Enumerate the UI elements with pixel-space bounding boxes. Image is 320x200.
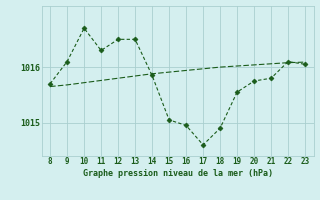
X-axis label: Graphe pression niveau de la mer (hPa): Graphe pression niveau de la mer (hPa) xyxy=(83,169,273,178)
